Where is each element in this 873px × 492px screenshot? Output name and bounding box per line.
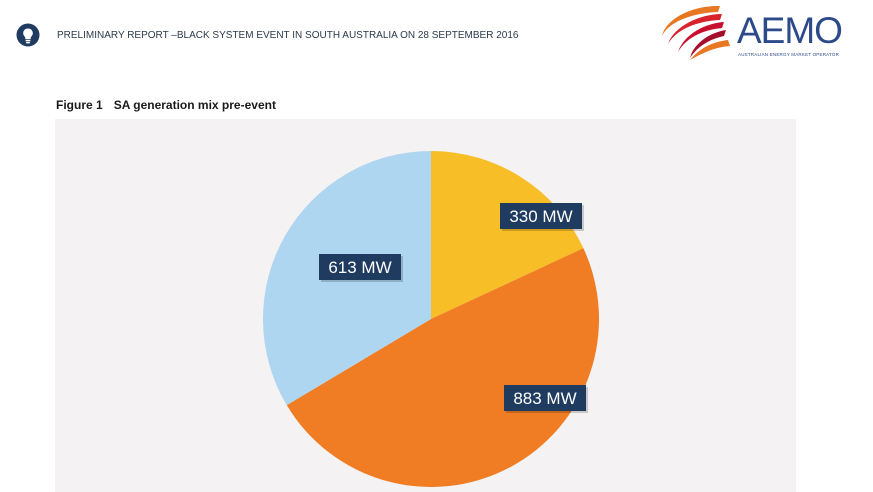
pie-slices [263,151,600,488]
data-label-text: 613 MW [328,258,391,277]
pie-data-label-1: 330 MW [500,203,584,231]
logo-tagline: AUSTRALIAN ENERGY MARKET OPERATOR [738,52,840,57]
logo-wordmark: AEMO [737,10,843,51]
data-label-text: 330 MW [509,207,572,226]
figure-caption: Figure 1 SA generation mix pre-event [56,98,276,112]
figure-title: SA generation mix pre-event [113,98,276,112]
chart-area: 330 MW 883 MW 613 MW [55,119,796,492]
aemo-logo [662,5,730,60]
figure-number: Figure 1 [56,98,103,112]
data-label-box [500,203,582,229]
pie-chart: 330 MW 883 MW 613 MW [263,151,600,488]
data-label-box [504,385,586,411]
pie-data-label-2: 883 MW [504,385,588,413]
pie-slice-1 [431,151,584,319]
pie-slice-2 [286,248,600,488]
data-label-box [319,254,401,280]
pie-data-label-3: 613 MW [319,254,403,282]
report-title: PRELIMINARY REPORT –BLACK SYSTEM EVENT I… [57,30,519,41]
logo-swoosh-graphic [662,5,730,60]
data-label-text: 883 MW [513,389,576,408]
lightbulb-icon [16,23,40,47]
